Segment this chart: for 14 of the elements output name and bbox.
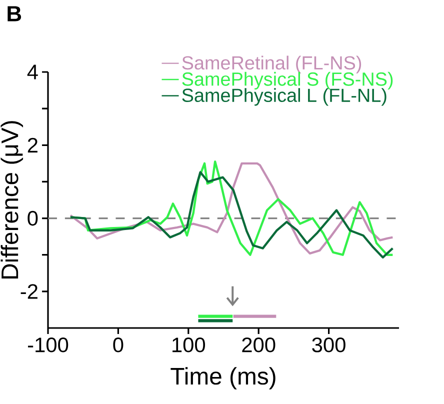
legend-label: SamePhysical S (FS-NS) (182, 72, 393, 90)
x-tick-label: 0 (113, 337, 124, 352)
y-tick-label: -2 (20, 284, 38, 299)
chart-title: B (8, 6, 22, 22)
x-tick-label: 300 (312, 337, 346, 352)
y-tick-label: 0 (28, 210, 38, 226)
x-tick-label: 100 (172, 337, 206, 352)
y-tick-label: 2 (28, 138, 38, 152)
y-tick-label: 4 (27, 64, 38, 80)
legend-label: SamePhysical L (FL-NL) (182, 88, 386, 106)
x-axis-title: Time (ms) (170, 367, 276, 390)
x-tick-label: 200 (242, 337, 276, 352)
x-tick-label: -100 (28, 337, 68, 352)
y-axis-title: Difference (μV) (0, 121, 24, 278)
